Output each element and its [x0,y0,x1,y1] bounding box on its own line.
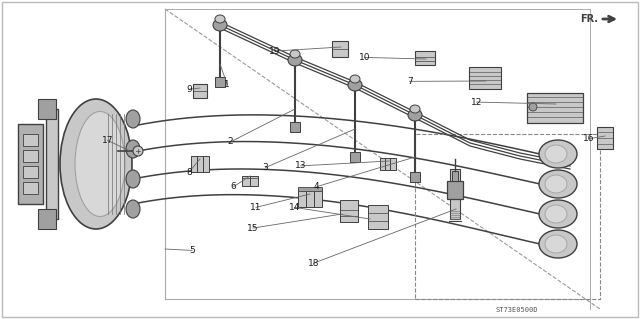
Text: FR.: FR. [580,14,598,24]
Ellipse shape [60,99,132,229]
Bar [385,158,391,170]
Text: 18: 18 [308,259,319,268]
Ellipse shape [545,205,567,223]
Text: 7: 7 [407,77,412,86]
Text: 2: 2 [228,137,233,146]
Bar [314,189,322,207]
Bar [447,181,463,199]
Ellipse shape [539,230,577,258]
Bar [38,99,56,119]
Text: 17: 17 [102,136,113,145]
Text: 12: 12 [471,98,483,107]
Bar [18,124,43,204]
Bar [38,209,56,229]
Bar [197,156,203,172]
Ellipse shape [215,15,225,23]
Ellipse shape [213,19,227,31]
Bar [597,127,613,149]
Bar [469,67,501,89]
Text: 8: 8 [186,168,191,177]
Text: 4: 4 [314,182,319,191]
Ellipse shape [410,105,420,113]
Bar [46,109,58,219]
Text: 14: 14 [289,203,300,212]
Bar [298,189,306,207]
Ellipse shape [75,112,125,217]
Ellipse shape [545,235,567,253]
Bar [527,93,583,123]
Bar [242,176,250,186]
Bar [191,156,197,172]
Ellipse shape [126,110,140,128]
Ellipse shape [539,200,577,228]
Bar [23,182,38,194]
Text: 13: 13 [295,161,307,170]
Text: ST73E0500D: ST73E0500D [496,307,538,313]
Circle shape [529,103,537,111]
Ellipse shape [290,50,300,58]
Bar [380,158,386,170]
Text: 10: 10 [359,53,371,62]
Ellipse shape [126,200,140,218]
Bar [298,187,322,191]
Bar [215,77,225,87]
Bar [193,84,207,98]
Bar [23,150,38,162]
Text: 5: 5 [189,246,195,255]
Ellipse shape [126,140,140,158]
Bar [203,156,209,172]
Ellipse shape [539,170,577,198]
Bar [450,169,460,219]
Bar [410,172,420,182]
Bar [415,51,435,65]
Text: 19: 19 [269,47,281,56]
Bar [452,171,458,181]
Ellipse shape [539,140,577,168]
Bar [23,166,38,178]
Ellipse shape [350,75,360,83]
Ellipse shape [545,175,567,193]
Text: 3: 3 [263,163,268,172]
Ellipse shape [126,170,140,188]
Text: 16: 16 [583,134,595,143]
Bar [340,200,358,222]
Bar [290,122,300,132]
Bar [390,158,396,170]
Text: 11: 11 [250,203,262,212]
Ellipse shape [288,54,302,66]
Text: 6: 6 [231,182,236,191]
Text: 15: 15 [247,224,259,233]
Bar [23,134,38,146]
Bar [415,134,600,299]
Bar [306,189,314,207]
Ellipse shape [408,109,422,121]
Text: 1: 1 [225,80,230,89]
Bar [250,176,258,186]
Text: 9: 9 [186,85,191,94]
Bar [332,41,348,57]
Circle shape [133,146,143,156]
Bar [350,152,360,162]
Ellipse shape [348,79,362,91]
Bar [368,205,388,229]
Ellipse shape [545,145,567,163]
